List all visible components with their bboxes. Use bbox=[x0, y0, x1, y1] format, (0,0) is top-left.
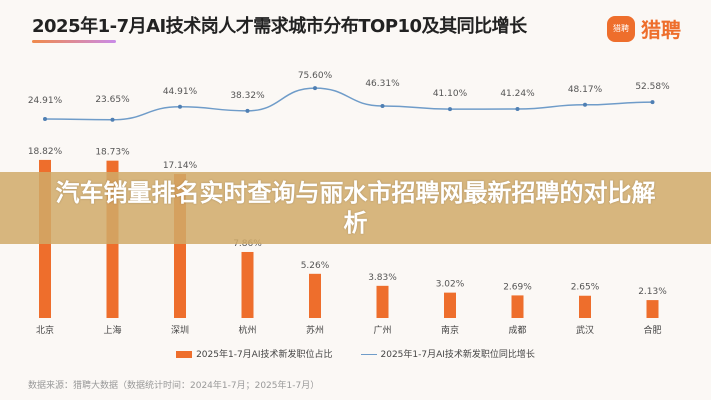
x-tick-label: 成都 bbox=[508, 324, 526, 336]
bar-label: 18.82% bbox=[28, 147, 63, 157]
logo-text: 猎聘 bbox=[641, 18, 681, 42]
line-point bbox=[110, 117, 115, 122]
x-tick-label: 广州 bbox=[373, 324, 391, 336]
line-point bbox=[43, 117, 47, 121]
line-label: 38.32% bbox=[230, 91, 265, 101]
line-point bbox=[380, 103, 385, 108]
bar-label: 18.73% bbox=[95, 148, 130, 158]
title-underline bbox=[32, 40, 116, 43]
line-label: 24.91% bbox=[28, 96, 63, 106]
bar bbox=[511, 295, 524, 318]
legend-swatch-bar bbox=[176, 351, 193, 358]
legend-label-bar: 2025年1-7月AI技术新发职位占比 bbox=[196, 350, 333, 360]
legend-swatch-line bbox=[360, 354, 377, 355]
source-note: 数据来源：猎聘大数据（数据统计时间：2024年1-7月；2025年1-7月） bbox=[28, 381, 320, 391]
bar-label: 5.26% bbox=[301, 261, 330, 271]
bar-label: 3.83% bbox=[368, 273, 397, 283]
x-tick-label: 上海 bbox=[103, 324, 121, 336]
bar bbox=[579, 295, 591, 318]
legend-label-line: 2025年1-7月AI技术新发职位同比增长 bbox=[380, 350, 535, 360]
line-label: 52.58% bbox=[635, 82, 670, 92]
chart-title: 2025年1-7月AI技术岗人才需求城市分布TOP10及其同比增长 bbox=[32, 16, 527, 37]
line-label: 44.91% bbox=[163, 87, 198, 97]
line-point bbox=[515, 107, 520, 112]
bar bbox=[309, 273, 321, 318]
bar-label: 3.02% bbox=[436, 280, 465, 290]
bar bbox=[241, 251, 254, 318]
overlay-title: 汽车销量排名实时查询与丽水市招聘网最新招聘的对比解析 bbox=[55, 179, 656, 237]
bar-label: 2.65% bbox=[571, 283, 600, 293]
x-tick-label: 合肥 bbox=[643, 324, 661, 336]
bar-label: 17.14% bbox=[163, 161, 198, 171]
legend-item-bar: 2025年1-7月AI技术新发职位占比 bbox=[176, 347, 333, 360]
line-label: 75.60% bbox=[298, 71, 333, 81]
bar bbox=[444, 292, 456, 318]
x-tick-label: 北京 bbox=[36, 324, 54, 336]
liepin-logo: 猎聘 猎聘 bbox=[607, 14, 681, 43]
line-label: 41.24% bbox=[500, 89, 535, 99]
line-point bbox=[650, 100, 655, 105]
line-label: 23.65% bbox=[95, 95, 130, 105]
x-tick-label: 杭州 bbox=[238, 324, 256, 336]
x-tick-label: 武汉 bbox=[576, 324, 594, 336]
line-point bbox=[245, 108, 250, 113]
bar bbox=[376, 285, 389, 318]
bar bbox=[646, 300, 659, 318]
line-point bbox=[313, 86, 317, 91]
line-label: 48.17% bbox=[568, 85, 603, 95]
line-point bbox=[178, 104, 182, 109]
bar-label: 2.69% bbox=[503, 282, 532, 292]
x-tick-label: 苏州 bbox=[306, 324, 324, 336]
line-point bbox=[583, 102, 587, 107]
legend-item-line: 2025年1-7月AI技术新发职位同比增长 bbox=[360, 347, 535, 360]
line-label: 46.31% bbox=[365, 79, 400, 89]
growth-line bbox=[44, 87, 653, 121]
logo-icon: 猎聘 bbox=[607, 15, 635, 42]
legend: 2025年1-7月AI技术新发职位占比 2025年1-7月AI技术新发职位同比增… bbox=[0, 347, 711, 360]
line-label: 41.10% bbox=[433, 89, 468, 99]
x-tick-label: 南京 bbox=[441, 324, 459, 336]
x-tick-label: 深圳 bbox=[171, 325, 189, 336]
line-point bbox=[448, 107, 452, 112]
bar-label: 2.13% bbox=[638, 287, 667, 297]
overlay-banner: 汽车销量排名实时查询与丽水市招聘网最新招聘的对比解析 bbox=[0, 172, 711, 244]
